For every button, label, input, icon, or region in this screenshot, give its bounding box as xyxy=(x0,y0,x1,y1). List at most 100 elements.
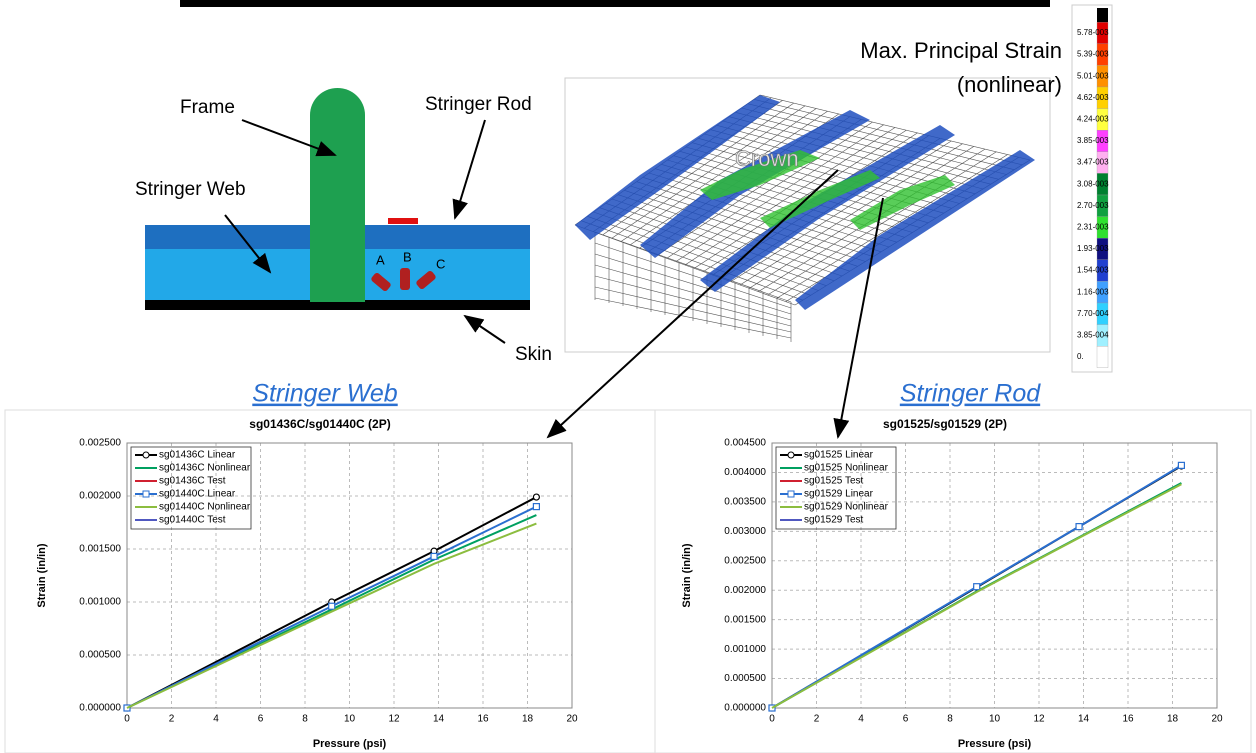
series-line xyxy=(771,464,1182,709)
gauge-b xyxy=(400,268,410,290)
mesh-line xyxy=(636,181,874,257)
web-label: Stringer Web xyxy=(135,179,246,200)
x-tick-label: 16 xyxy=(1122,714,1134,725)
mesh-line xyxy=(594,286,792,333)
x-tick-label: 12 xyxy=(1033,714,1045,725)
series-line xyxy=(126,505,537,709)
scale-top xyxy=(1097,8,1108,24)
link-arrow xyxy=(833,197,884,439)
legend-label: sg01436C Test xyxy=(159,476,226,487)
y-tick-label: 0.002000 xyxy=(79,491,121,502)
chart-title: sg01436C/sg01440C (2P) xyxy=(249,417,390,431)
frame-shape xyxy=(310,88,365,302)
y-tick-label: 0.000500 xyxy=(79,650,121,661)
scale-swatch xyxy=(1096,346,1109,368)
mesh-line xyxy=(648,172,890,248)
x-tick-label: 2 xyxy=(814,714,820,725)
x-axis-label: Pressure (psi) xyxy=(313,738,387,750)
x-tick-label: 4 xyxy=(213,714,219,725)
series-line xyxy=(126,496,537,709)
gauge-a-label: A xyxy=(376,252,385,267)
frame-arrow xyxy=(241,119,337,157)
legend-label: sg01436C Linear xyxy=(159,450,236,461)
legend-label: sg01440C Nonlinear xyxy=(159,502,251,513)
legend-label: sg01525 Linear xyxy=(804,450,874,461)
mesh-line xyxy=(624,190,858,267)
y-tick-label: 0.001500 xyxy=(79,544,121,555)
x-tick-label: 0 xyxy=(769,714,775,725)
heading: Stringer Rod xyxy=(900,380,1041,408)
x-tick-label: 18 xyxy=(522,714,534,725)
scale-label: 5.39-003 xyxy=(1077,50,1109,59)
frame-label: Frame xyxy=(180,97,235,118)
x-tick-label: 20 xyxy=(566,714,578,725)
legend-box xyxy=(775,446,897,530)
mesh-line xyxy=(574,224,796,306)
y-axis-label: Strain (in/in) xyxy=(36,543,48,608)
y-tick-label: 0.002500 xyxy=(79,438,121,449)
y-tick-label: 0.001500 xyxy=(724,614,766,625)
x-tick-label: 8 xyxy=(302,714,308,725)
heading: Stringer Web xyxy=(252,380,398,408)
stringer-diagram: Frame Stringer Rod Stringer Web Skin A B… xyxy=(135,88,552,365)
web-arrow xyxy=(224,214,272,274)
marker xyxy=(1177,461,1186,469)
legend-label: sg01440C Linear xyxy=(159,489,236,500)
mesh-line xyxy=(753,99,1023,166)
scale-label: 1.16-003 xyxy=(1077,287,1109,296)
legend-label: sg01529 Nonlinear xyxy=(804,502,889,513)
mesh-line xyxy=(735,112,999,180)
marker xyxy=(973,583,981,591)
mesh-line xyxy=(605,203,835,282)
gauge-b-label: B xyxy=(403,249,412,264)
x-tick-label: 6 xyxy=(258,714,264,725)
mesh-line xyxy=(655,168,897,243)
mesh-line xyxy=(759,94,1031,161)
scale-label: 3.47-003 xyxy=(1077,158,1109,167)
marker xyxy=(430,552,438,561)
chart-title: sg01525/sg01529 (2P) xyxy=(883,417,1007,431)
title-bar xyxy=(180,0,1050,7)
skin-arrow xyxy=(463,314,506,344)
mesh-line xyxy=(599,207,827,286)
legend-marker xyxy=(787,490,795,498)
scale-label: 3.08-003 xyxy=(1077,179,1109,188)
rod-arrow xyxy=(452,119,486,220)
skin-label: Skin xyxy=(515,344,552,365)
scale-label: 4.62-003 xyxy=(1077,93,1109,102)
fe-subtitle: (nonlinear) xyxy=(957,72,1062,97)
strip-high xyxy=(850,175,955,230)
scale-label: 7.70-004 xyxy=(1077,309,1109,318)
legend-label: sg01529 Linear xyxy=(804,489,874,500)
y-tick-label: 0.004500 xyxy=(724,438,766,449)
legend-marker xyxy=(787,451,795,459)
x-tick-label: 18 xyxy=(1167,714,1179,725)
y-tick-label: 0.000000 xyxy=(79,703,121,714)
fe-model: Crown Max. Principal Strain (nonlinear) … xyxy=(564,4,1113,373)
mesh-line xyxy=(642,177,882,253)
y-tick-label: 0.001000 xyxy=(724,644,766,655)
strip xyxy=(700,125,955,292)
y-tick-label: 0.000500 xyxy=(724,673,766,684)
y-tick-label: 0.002000 xyxy=(724,585,766,596)
legend-label: sg01436C Nonlinear xyxy=(159,463,251,474)
rod-gauge xyxy=(388,218,418,224)
x-tick-label: 0 xyxy=(124,714,130,725)
legend-label: sg01529 Test xyxy=(804,515,864,526)
scale-label: 3.85-003 xyxy=(1077,136,1109,145)
legend-box xyxy=(130,446,252,530)
mesh-line xyxy=(594,264,792,321)
chart-frame xyxy=(4,409,656,753)
marker xyxy=(532,493,541,501)
scale-label: 1.93-003 xyxy=(1077,244,1109,253)
gauge-c xyxy=(416,270,436,290)
mesh-line xyxy=(581,220,803,301)
x-tick-label: 16 xyxy=(477,714,489,725)
scale-label: 5.01-003 xyxy=(1077,71,1109,80)
legend-label: sg01440C Test xyxy=(159,515,226,526)
marker xyxy=(328,602,336,610)
mesh-line xyxy=(593,211,819,291)
color-scale: 5.78-003 5.39-003 5.01-003 4.62-003 4.24-003… xyxy=(1077,22,1109,368)
gauge-a xyxy=(371,272,391,292)
series-line xyxy=(771,483,1182,709)
